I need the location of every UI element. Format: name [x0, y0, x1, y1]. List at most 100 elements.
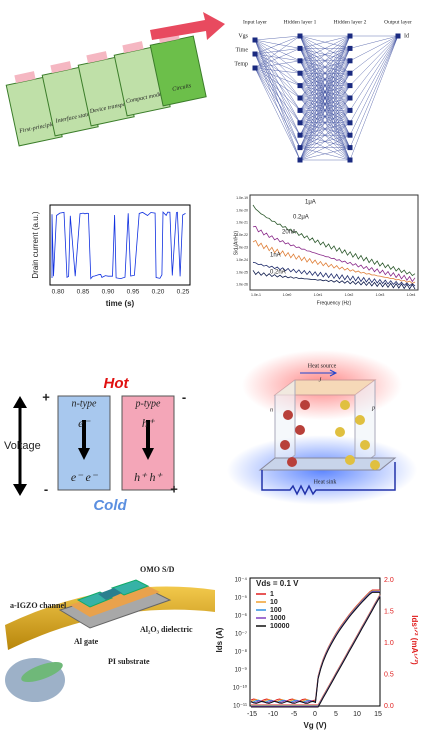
- y2-tick-label: 0.0: [384, 703, 394, 710]
- y-tick-label: 1.0e-22: [236, 233, 248, 237]
- edge: [299, 35, 351, 148]
- hole: [355, 415, 365, 425]
- label: a-IGZO channel: [10, 601, 67, 610]
- arrow: [150, 12, 225, 40]
- label: PI substrate: [108, 657, 150, 666]
- edge: [349, 35, 399, 123]
- node: [297, 107, 303, 113]
- input-label: Time: [236, 47, 249, 53]
- carrier: h⁺ h⁺: [134, 470, 163, 484]
- flow-heads: [78, 448, 154, 460]
- x-label: time (s): [106, 299, 135, 308]
- edge: [254, 67, 301, 86]
- edge: [299, 35, 351, 123]
- dielectric: [70, 582, 160, 617]
- edge: [254, 67, 301, 111]
- edge: [349, 35, 399, 61]
- current-arrow: [300, 369, 338, 377]
- carrier: h⁺: [142, 416, 156, 430]
- x-tick-label: 0: [313, 711, 317, 718]
- hot-label: Hot: [104, 375, 130, 392]
- hole: [360, 440, 370, 450]
- y2-tick-label: 1.0: [384, 640, 394, 647]
- node: [297, 70, 303, 76]
- x-tick-label: 0.20: [152, 289, 165, 296]
- node: [252, 51, 258, 57]
- edge: [254, 39, 301, 74]
- x-tick-label: 15: [374, 711, 382, 718]
- edge: [254, 53, 301, 61]
- node: [347, 70, 353, 76]
- electron: [283, 410, 293, 420]
- node: [297, 58, 303, 64]
- edge: [254, 35, 301, 41]
- node: [347, 83, 353, 89]
- edge: [254, 39, 301, 161]
- output-label: Id: [404, 33, 409, 39]
- source-label: Heat source: [308, 363, 337, 369]
- p-label: p: [371, 405, 375, 411]
- edge: [299, 73, 351, 161]
- cube: [354, 380, 376, 471]
- edge: [349, 35, 399, 136]
- plot-frame: [249, 194, 419, 291]
- edge: [254, 53, 301, 86]
- edge: [254, 39, 301, 123]
- node: [395, 33, 401, 39]
- x-tick-label: 0.95: [127, 289, 140, 296]
- edge: [254, 67, 301, 99]
- node: [347, 157, 353, 163]
- electron: [287, 457, 297, 467]
- node: [347, 132, 353, 138]
- edge: [254, 35, 301, 69]
- x-tick-label: 1.0e2: [345, 293, 354, 297]
- node: [297, 132, 303, 138]
- x-tick-label: 1.0e0: [283, 293, 292, 297]
- x-label: Frequency (Hz): [317, 300, 352, 306]
- node: [297, 120, 303, 126]
- node: [347, 58, 353, 64]
- edge: [254, 67, 301, 161]
- edge: [349, 35, 399, 99]
- current-label: J: [319, 377, 322, 383]
- sign: +: [170, 481, 178, 496]
- circuit: [261, 462, 396, 496]
- edge: [254, 53, 301, 99]
- edge: [299, 147, 351, 161]
- edge: [254, 39, 301, 136]
- cube: [274, 380, 296, 471]
- edge: [254, 53, 301, 148]
- noise-curve: [252, 270, 416, 290]
- edge: [254, 53, 301, 136]
- y-tick-label: 10⁻⁶: [235, 613, 248, 620]
- network: Input layer Hidden layer 1 Hidden layer 2 O…: [234, 19, 412, 163]
- p-label: p-type: [135, 398, 162, 409]
- y-tick-label: 10⁻⁵: [235, 595, 248, 602]
- curve-label: 20nA: [282, 230, 296, 236]
- edge: [299, 122, 351, 161]
- edge: [299, 60, 351, 161]
- y2-tick-label: 2.0: [384, 577, 394, 584]
- edge: [299, 35, 351, 99]
- hole: [370, 460, 380, 470]
- carrier: e⁻: [78, 416, 91, 430]
- edge: [254, 48, 301, 69]
- edge: [349, 35, 399, 74]
- card-tab: [14, 71, 36, 84]
- y-tick-label: 10⁻⁴: [235, 577, 248, 584]
- edge: [254, 67, 301, 136]
- x-tick-label: 1.0e1: [314, 293, 323, 297]
- edge: [299, 110, 351, 161]
- layer-label: Hidden layer 2: [334, 19, 367, 25]
- arrowheads: [13, 396, 27, 496]
- condition: Vds = 0.1 V: [256, 579, 299, 588]
- edge: [349, 35, 399, 86]
- edge: [299, 48, 351, 161]
- x-tick-label: 1.0e4: [407, 293, 416, 297]
- edge: [299, 35, 351, 111]
- x-tick-label: -5: [291, 711, 297, 718]
- edge: [254, 39, 301, 99]
